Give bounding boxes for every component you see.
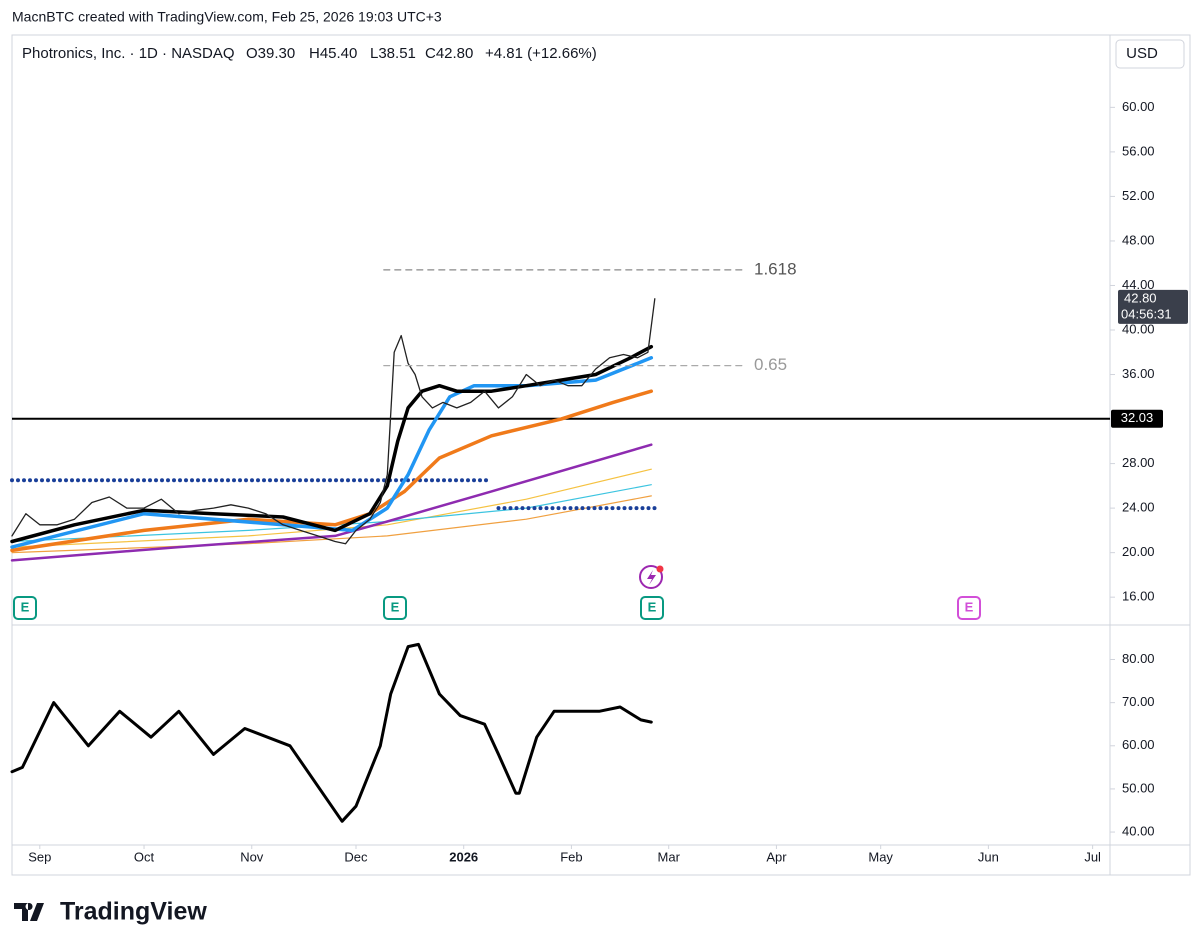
x-tick-label: Jul [1084,849,1101,864]
currency-button[interactable] [1115,39,1185,69]
indicator-line [10,344,654,544]
low: L38.51 [370,45,416,62]
y-tick-label: 60.00 [1122,737,1155,752]
fib-label: 0.65 [754,355,787,374]
last-price-tag [1118,289,1188,324]
earnings-letter: E [21,599,30,614]
x-tick-label: Oct [134,849,155,864]
brand-logo: TradingView [14,898,207,926]
indicator-line [10,642,653,823]
brand: TradingView [60,898,207,926]
logo-mark [14,903,44,921]
x-tick-label: Feb [560,849,582,864]
x-tick-label: May [868,849,893,864]
y-tick-label: 40.00 [1122,823,1155,838]
y-tick-label: 56.00 [1122,143,1155,158]
y-tick-label: 80.00 [1122,651,1155,666]
y-tick-label: 52.00 [1122,188,1155,203]
y-tick-label: 70.00 [1122,694,1155,709]
earnings-letter: E [648,599,657,614]
frame [11,34,1191,876]
currency[interactable]: USD [1126,45,1158,62]
x-tick-label: Jun [978,849,999,864]
y-tick-label: 36.00 [1122,366,1155,381]
level-label: 32.03 [1121,410,1154,425]
y-tick-label: 16.00 [1122,589,1155,604]
y-tick-label: 50.00 [1122,780,1155,795]
last-price-label: 42.80 [1124,290,1157,305]
earnings-icons: E E E E [13,565,981,620]
y-tick-label: 28.00 [1122,455,1155,470]
x-tick-label: Dec [344,849,368,864]
symbol: Photronics, Inc. · 1D · NASDAQ [22,45,235,62]
fib-label: 1.618 [754,259,797,278]
y-tick-label: 40.00 [1122,321,1155,336]
y-tick-label: 24.00 [1122,500,1155,515]
x-tick-label: Mar [658,849,681,864]
indicator-line [11,468,652,548]
earnings-letter: E [391,599,400,614]
level-tag [1111,409,1163,428]
x-tick-label: Sep [28,849,51,864]
indicator-line [10,443,653,562]
earnings-letter: E [965,599,974,614]
close: C42.80 [425,45,473,62]
earnings-icon[interactable] [13,596,37,620]
open: O39.30 [246,45,295,62]
credit: MacnBTC created with TradingView.com, Fe… [12,9,442,25]
high: H45.40 [309,45,357,62]
earnings-icon[interactable] [383,596,407,620]
y-tick-label: 44.00 [1122,277,1155,292]
future-earnings-icon[interactable] [957,596,981,620]
y-tick-label: 48.00 [1122,232,1155,247]
x-tick-label: 2026 [449,849,478,864]
bolt [647,570,656,585]
indicator-line [10,389,654,553]
earnings-icon[interactable] [640,596,664,620]
change: +4.81 (+12.66%) [485,45,597,62]
notification-dot [656,565,664,573]
price-line [11,298,656,545]
x-tick-label: Nov [240,849,264,864]
countdown: 04:56:31 [1121,306,1172,321]
y-tick-label: 60.00 [1122,99,1155,114]
legend: Photronics, Inc. · 1D · NASDAQ O39.30 H4… [22,45,597,62]
x-tick-label: Apr [766,849,787,864]
y-tick-label: 20.00 [1122,544,1155,559]
